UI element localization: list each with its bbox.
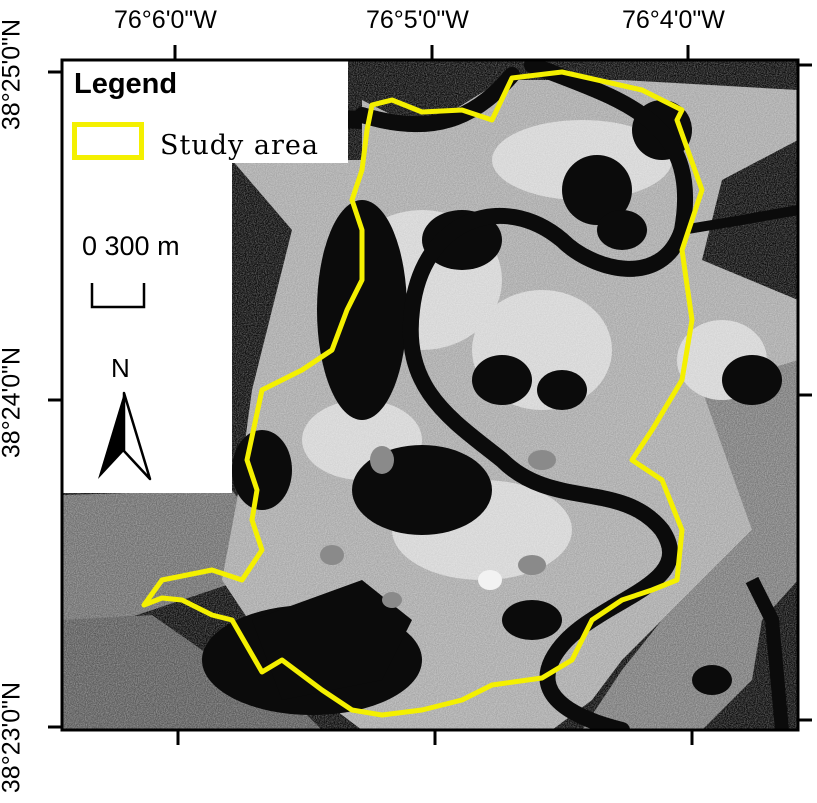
legend-panel: Legend Study area bbox=[62, 60, 348, 163]
north-arrow-icon bbox=[98, 391, 152, 481]
legend-title: Legend bbox=[74, 68, 178, 100]
study-area-swatch bbox=[72, 122, 144, 160]
north-arrow-label: N bbox=[111, 353, 130, 383]
longitude-label-1: 76°6'0"W bbox=[114, 6, 217, 34]
longitude-label-3: 76°4'0"W bbox=[622, 6, 725, 34]
scale-north-panel: 0 300 m N bbox=[62, 163, 232, 493]
scale-bar-label: 0 300 m bbox=[82, 231, 180, 261]
scale-bar bbox=[90, 283, 146, 309]
study-area-label: Study area bbox=[160, 130, 319, 161]
longitude-label-2: 76°5'0"W bbox=[366, 6, 469, 34]
